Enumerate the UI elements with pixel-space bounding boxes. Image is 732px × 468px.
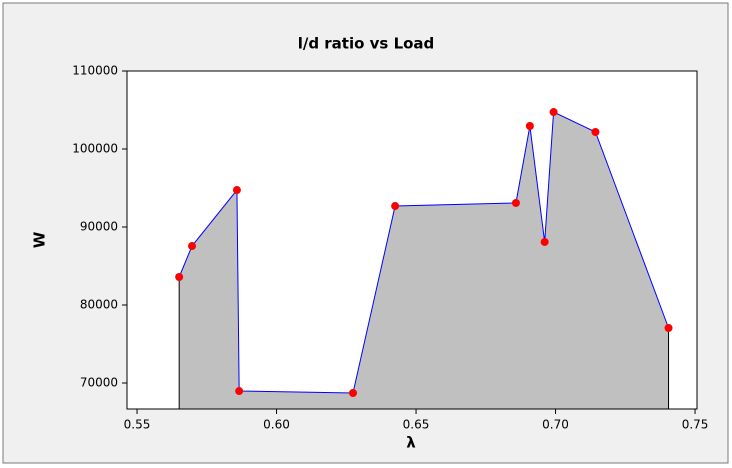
x-tick-label: 0.65 [403, 418, 430, 432]
y-tick-label: 80000 [80, 298, 118, 312]
x-tick-label: 0.75 [682, 418, 709, 432]
point [391, 202, 400, 211]
point [188, 242, 197, 251]
point [348, 388, 357, 397]
x-axis-label: λ [406, 434, 416, 452]
point [664, 324, 673, 333]
point [175, 272, 184, 281]
point [549, 108, 558, 117]
y-tick-label: 90000 [80, 220, 118, 234]
x-tick-label: 0.55 [124, 418, 151, 432]
y-tick-label: 110000 [72, 64, 118, 78]
chart-title: l/d ratio vs Load [298, 35, 435, 53]
point [511, 198, 520, 207]
line [178, 111, 670, 394]
point [232, 186, 241, 195]
y-tick-label: 100000 [72, 142, 118, 156]
x-tick-label: 0.60 [263, 418, 290, 432]
y-axis-label: W [31, 231, 49, 248]
point [525, 121, 534, 130]
plot-border [126, 70, 698, 410]
y-tick-label: 70000 [80, 376, 118, 390]
x-tick-label: 0.70 [542, 418, 569, 432]
point [235, 387, 244, 396]
area [179, 112, 669, 409]
point [591, 127, 600, 136]
point [540, 237, 549, 246]
